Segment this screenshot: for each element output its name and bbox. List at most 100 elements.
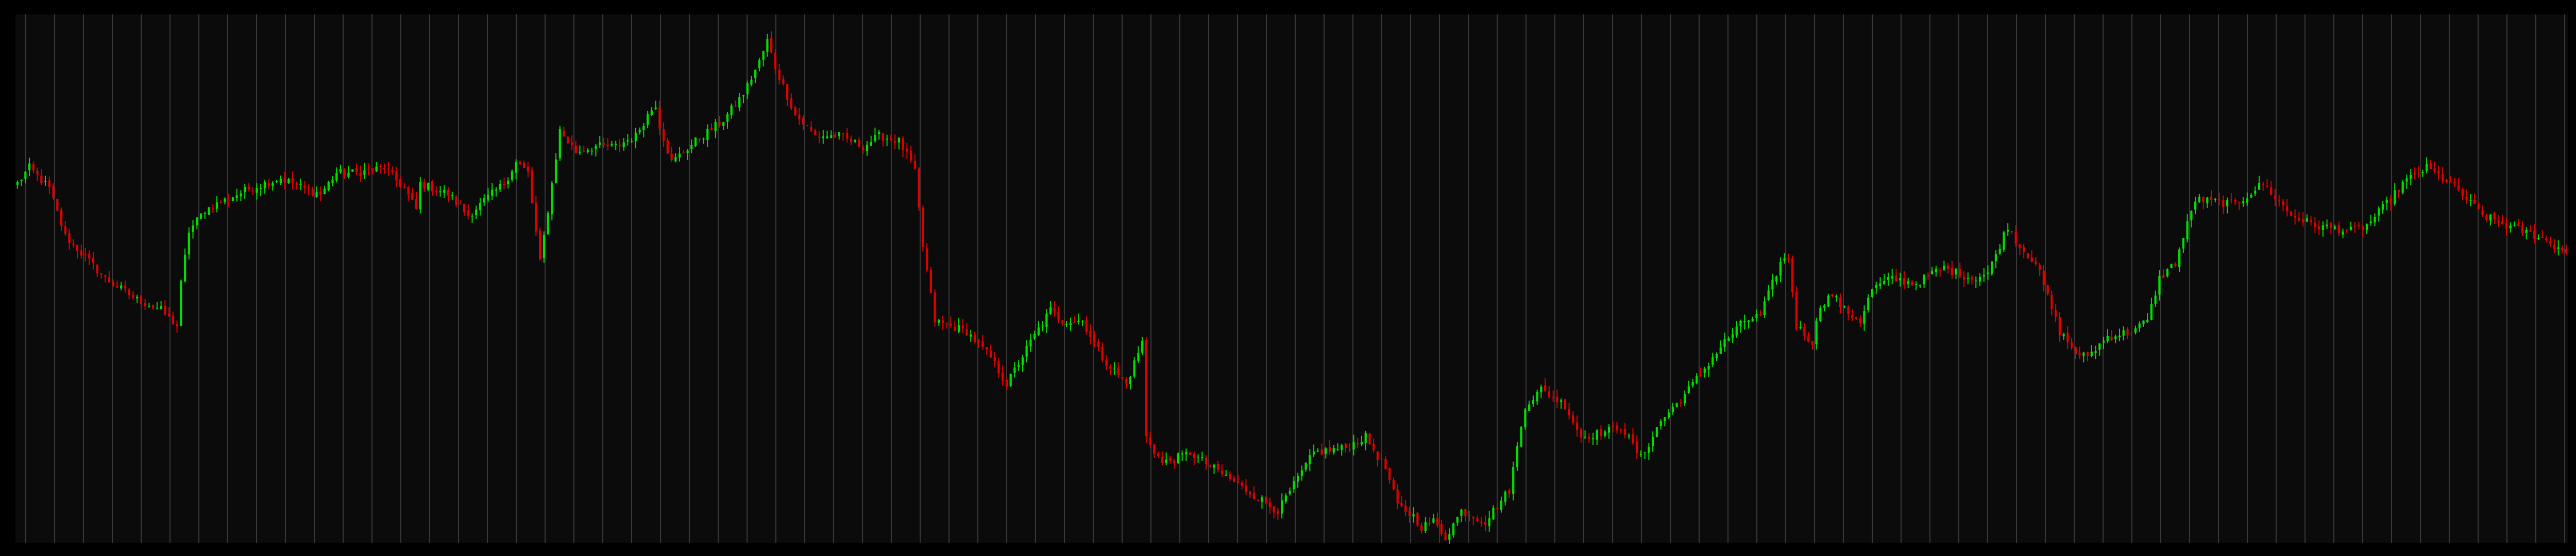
candle [240, 190, 242, 201]
candle [319, 186, 322, 201]
candle [507, 177, 510, 189]
candle-body [874, 134, 876, 141]
candle [2266, 179, 2268, 187]
candle [1380, 455, 1383, 460]
candle-body [1352, 442, 1355, 450]
candle [2178, 247, 2181, 272]
candle-body [1388, 468, 1391, 480]
candle-body [989, 350, 992, 358]
candle-body [1444, 532, 1447, 541]
candle [1009, 373, 1012, 387]
candle [1169, 455, 1172, 464]
candle [64, 221, 66, 236]
candle-body [96, 264, 98, 273]
candle-body [2477, 204, 2480, 210]
candle-body [2170, 264, 2173, 269]
candle-body [120, 285, 123, 289]
candle [897, 137, 901, 150]
candle [1444, 530, 1447, 541]
candle-body [2182, 238, 2185, 249]
candle-body [638, 130, 641, 133]
candle-body [1065, 324, 1068, 325]
candle-body [1348, 449, 1351, 450]
candle [2070, 338, 2073, 350]
candle-body [814, 130, 817, 135]
candle [2222, 195, 2225, 214]
candle [1117, 362, 1120, 378]
candle [1245, 479, 1247, 495]
candle-body [463, 203, 466, 212]
candle [1823, 304, 1826, 312]
candle-body [886, 138, 888, 140]
candle [1357, 438, 1359, 448]
candle [1045, 309, 1048, 333]
candle-body [1839, 297, 1842, 307]
candle-body [1328, 447, 1331, 451]
candle-body [2298, 217, 2300, 221]
candle-body [2142, 320, 2145, 324]
candle-body [156, 308, 158, 309]
candle [906, 143, 908, 159]
candle [1524, 408, 1527, 430]
candle [599, 135, 601, 148]
candle [2039, 263, 2041, 276]
candle-body [1412, 514, 1415, 517]
candle [1919, 284, 1922, 288]
candle [1643, 451, 1646, 459]
candle [2317, 220, 2320, 235]
candle [1018, 360, 1020, 371]
candle-body [451, 195, 453, 196]
candle [1556, 389, 1558, 408]
candle [2114, 335, 2117, 343]
candle [1073, 316, 1076, 323]
candle-body [1101, 347, 1104, 361]
candle-body [311, 189, 314, 196]
candle [52, 183, 55, 200]
candle [235, 188, 238, 202]
candle-body [834, 134, 837, 138]
candle-body [2202, 197, 2205, 202]
candle [1193, 451, 1195, 465]
candle-body [806, 125, 808, 126]
candle-body [2158, 275, 2161, 295]
candle [1978, 273, 1981, 287]
candle [973, 332, 976, 343]
candle [1719, 340, 1722, 354]
candle [2561, 245, 2564, 254]
candle-body [1005, 380, 1008, 387]
candle-body [1600, 429, 1602, 437]
candle-body [2290, 212, 2293, 216]
candle-body [1847, 307, 1850, 314]
candle-body [2286, 206, 2289, 212]
candle [2457, 178, 2460, 192]
candle [810, 121, 812, 132]
candle-body [367, 169, 370, 170]
candle [2521, 221, 2524, 236]
candle [666, 137, 669, 154]
candle-body [2122, 330, 2125, 336]
candle [1683, 390, 1686, 406]
candle [199, 213, 202, 220]
candle [606, 138, 609, 150]
candle-body [1855, 317, 1858, 319]
candle-body [2394, 190, 2396, 204]
candle-body [1320, 449, 1323, 455]
candle [2453, 178, 2456, 187]
candle [1871, 288, 1874, 298]
candle [2525, 227, 2528, 239]
candle [1971, 274, 1973, 285]
candle [1907, 277, 1909, 288]
candle [1320, 443, 1323, 455]
candle [415, 192, 418, 210]
candle [638, 127, 641, 135]
candle-body [2050, 294, 2053, 309]
candle [96, 264, 98, 277]
candle-body [2314, 222, 2316, 228]
candle-body [583, 150, 585, 152]
candle [1807, 332, 1810, 343]
candle [479, 198, 482, 216]
candle [647, 111, 649, 129]
candle-body [479, 202, 482, 210]
candle [88, 250, 91, 265]
